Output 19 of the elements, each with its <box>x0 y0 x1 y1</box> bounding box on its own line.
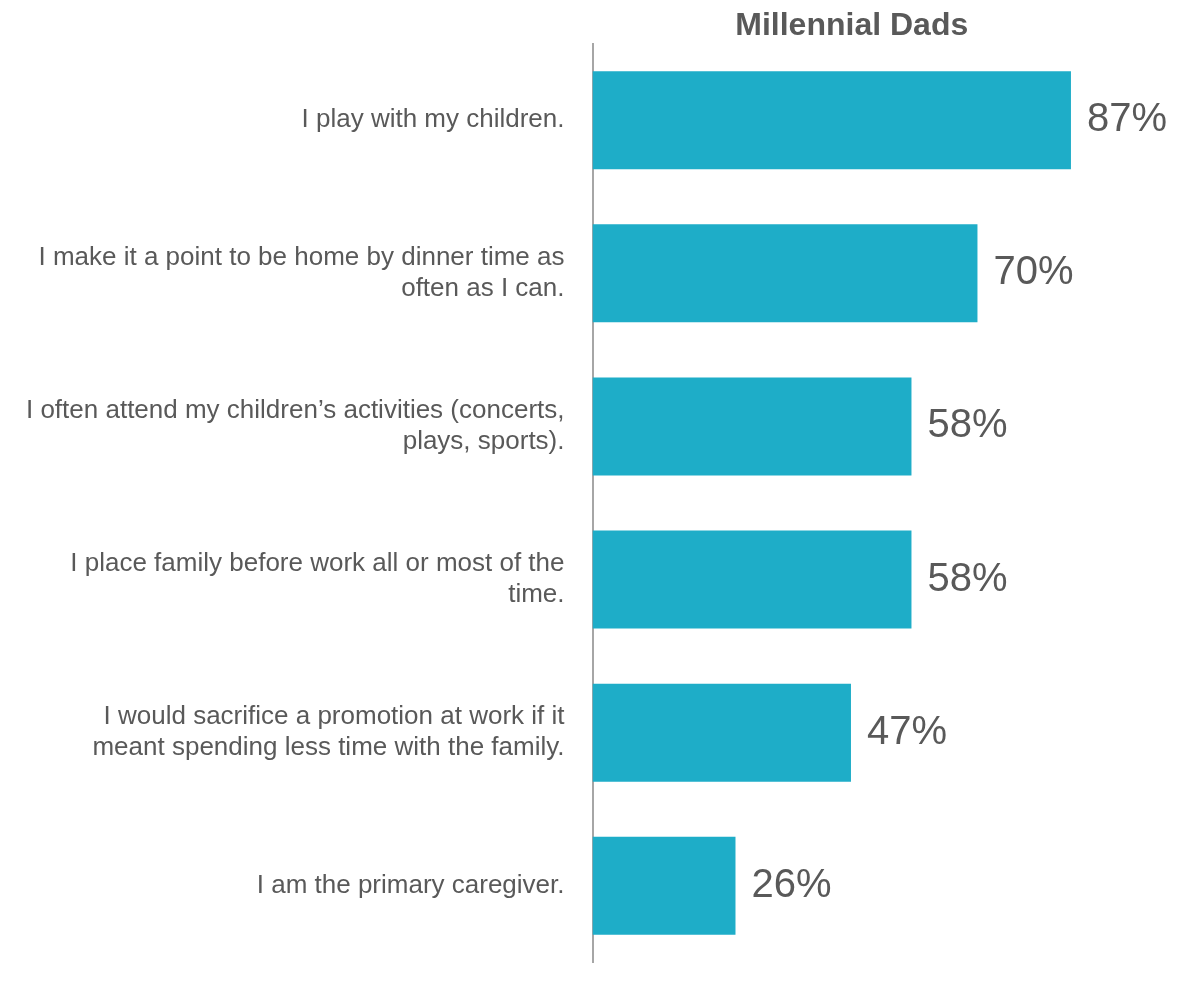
data-label: 58% <box>927 401 1008 446</box>
y-tick-label: I am the primary caregiver. <box>256 869 565 900</box>
y-tick-label: I make it a point to be home by dinner time as often as I can. <box>38 240 565 303</box>
y-tick-label: I place family before work all or most of the time. <box>70 547 565 609</box>
chart-title: Millennial Dads <box>735 5 969 42</box>
bar <box>592 71 1071 170</box>
bar <box>592 836 736 935</box>
y-tick-label: I play with my children. <box>301 103 565 134</box>
y-tick-label: I would sacrifice a promotion at work if it meant spending less time with the family. <box>92 700 566 762</box>
y-tick-label: I often attend my children’s activities (concerts, plays, sports). <box>25 394 565 456</box>
bar <box>592 683 851 782</box>
data-label: 70% <box>993 248 1074 293</box>
data-label: 87% <box>1086 95 1168 140</box>
bar <box>592 530 912 629</box>
bar <box>592 377 912 476</box>
bar <box>592 224 978 323</box>
data-label: 26% <box>751 860 832 905</box>
data-label: 47% <box>866 707 948 752</box>
data-label: 58% <box>927 554 1008 599</box>
